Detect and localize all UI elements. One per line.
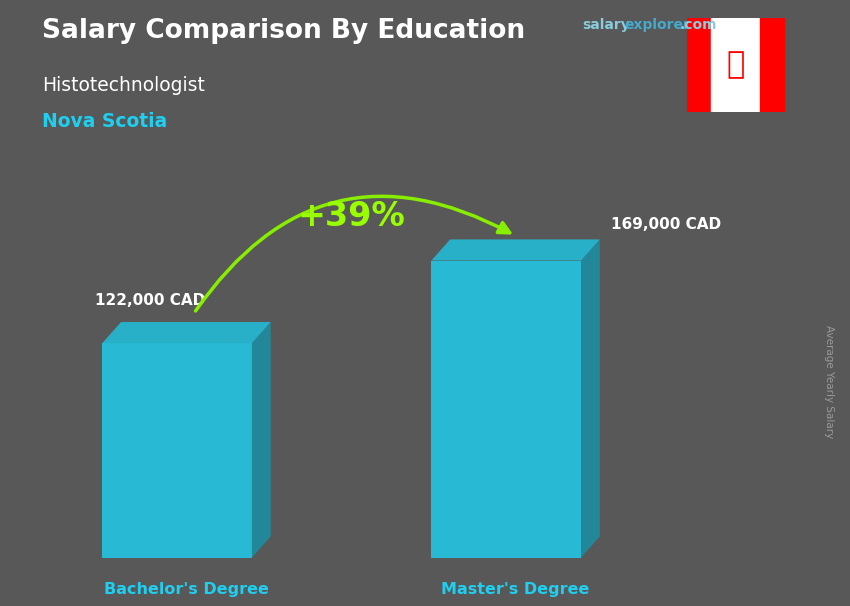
- Polygon shape: [102, 343, 252, 558]
- Text: Master's Degree: Master's Degree: [441, 582, 590, 597]
- Bar: [760, 18, 785, 112]
- Text: Bachelor's Degree: Bachelor's Degree: [104, 582, 269, 597]
- Text: .com: .com: [680, 18, 717, 32]
- Bar: [687, 18, 711, 112]
- Text: Average Yearly Salary: Average Yearly Salary: [824, 325, 834, 438]
- Text: salary: salary: [582, 18, 630, 32]
- Text: Salary Comparison By Education: Salary Comparison By Education: [42, 18, 525, 44]
- Polygon shape: [432, 261, 581, 558]
- Text: Nova Scotia: Nova Scotia: [42, 112, 167, 131]
- Text: 169,000 CAD: 169,000 CAD: [611, 218, 721, 233]
- Text: explorer: explorer: [625, 18, 690, 32]
- Polygon shape: [581, 239, 600, 558]
- Bar: [711, 18, 760, 112]
- Text: 122,000 CAD: 122,000 CAD: [95, 293, 205, 308]
- Polygon shape: [432, 239, 600, 261]
- Polygon shape: [102, 322, 270, 343]
- Text: 🍁: 🍁: [727, 51, 745, 79]
- Text: +39%: +39%: [298, 200, 405, 233]
- Text: Histotechnologist: Histotechnologist: [42, 76, 206, 95]
- Polygon shape: [252, 322, 270, 558]
